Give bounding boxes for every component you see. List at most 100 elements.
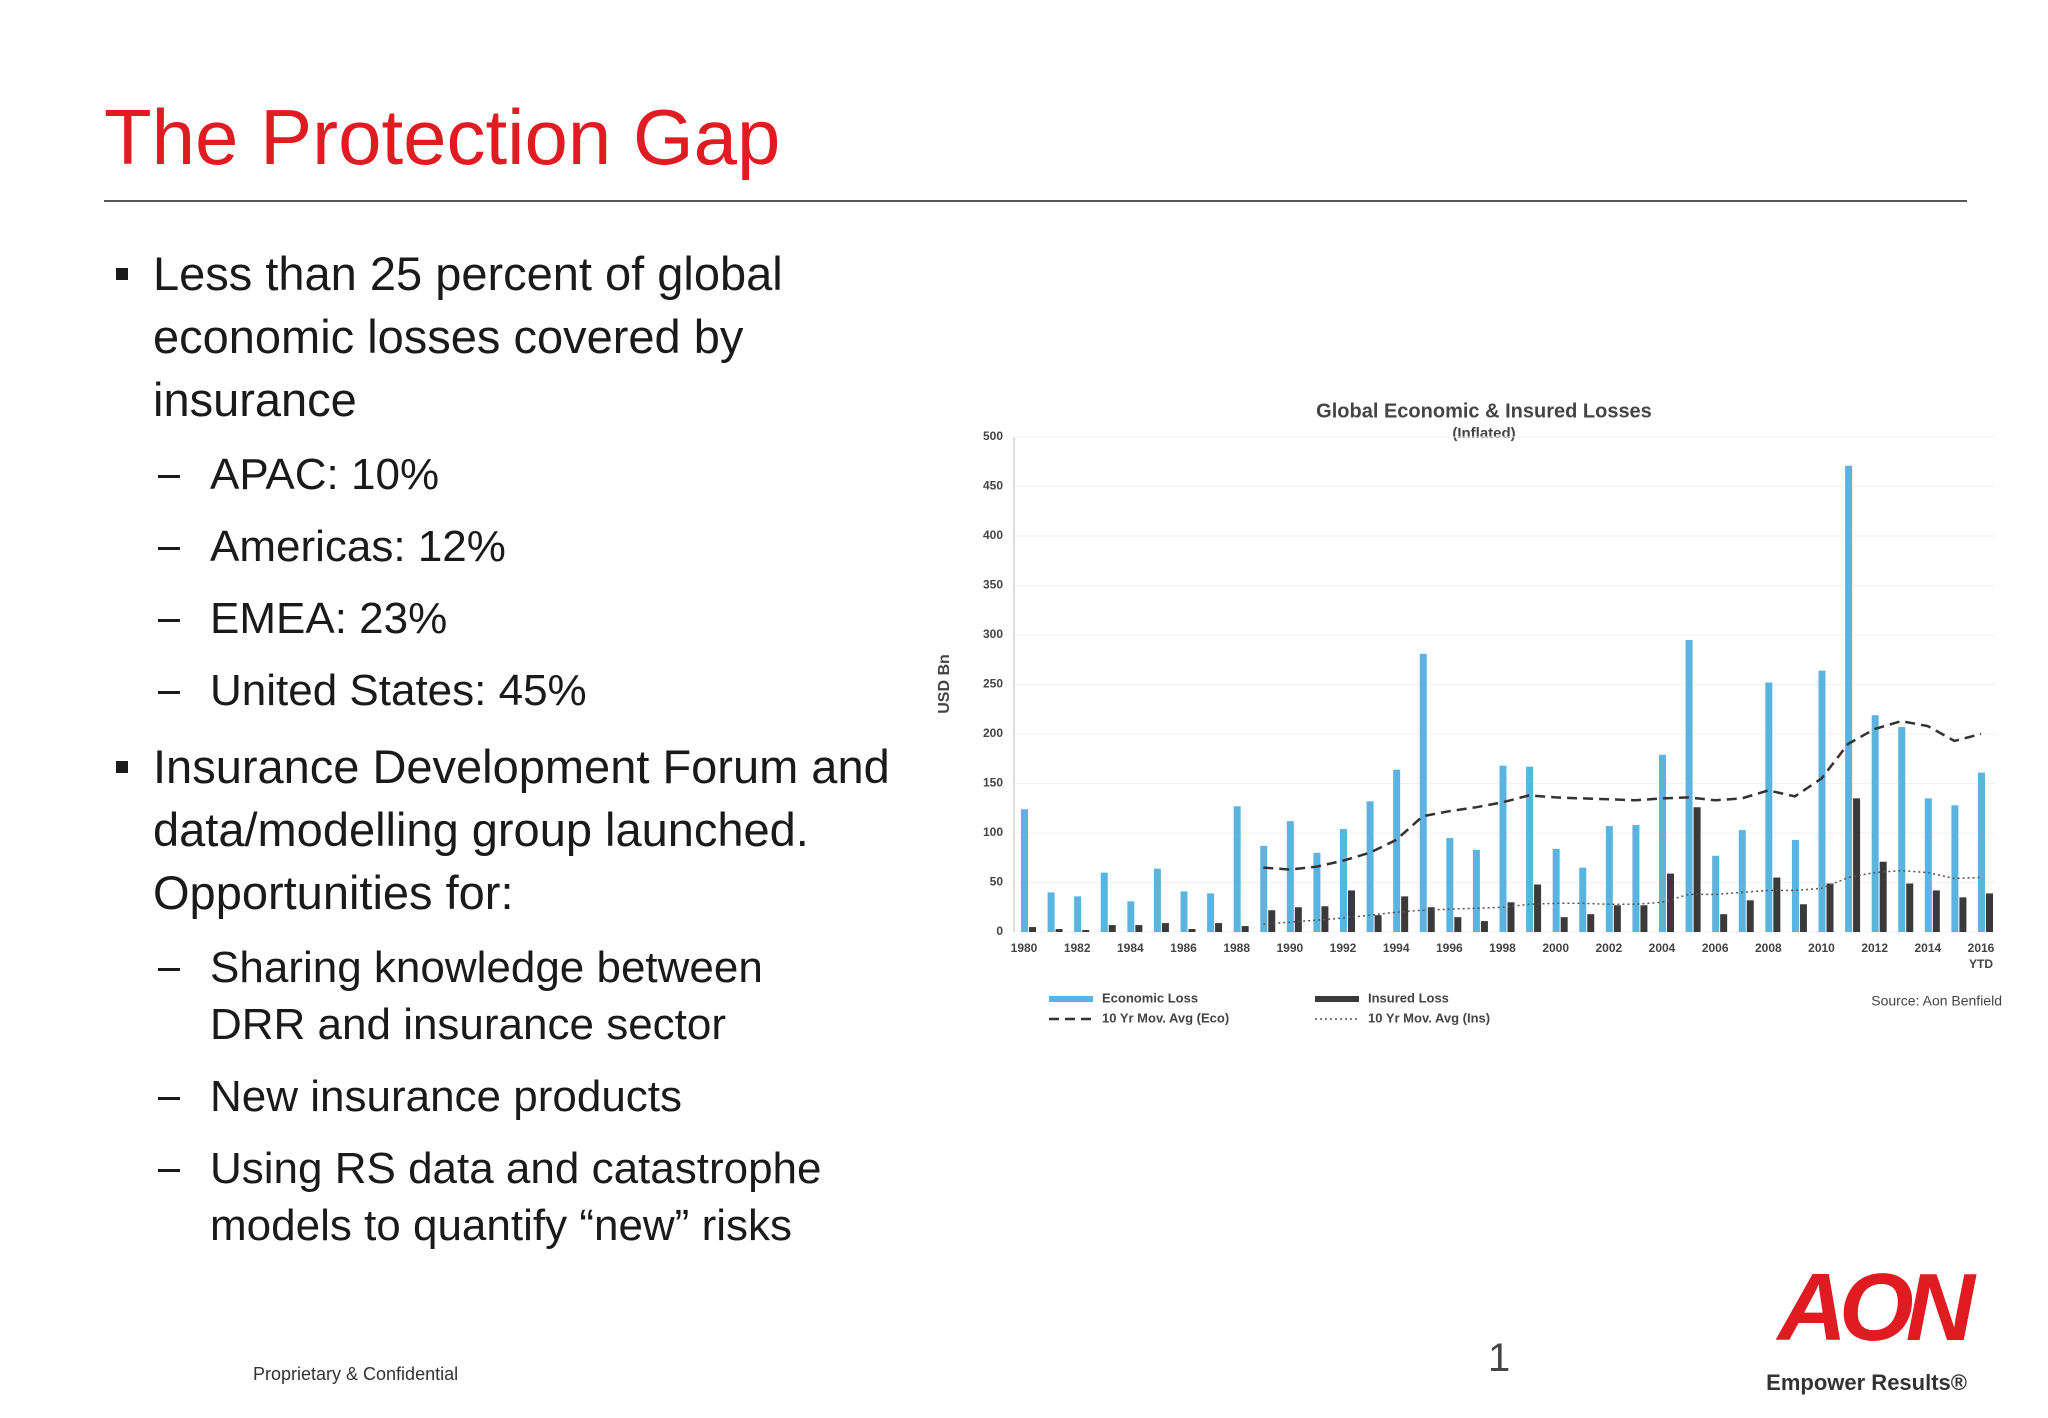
sub-item-text: APAC: 10% — [210, 450, 440, 499]
confidential-note: Proprietary & Confidential — [253, 1364, 459, 1384]
sub-item-marker — [158, 1169, 180, 1172]
sub-item-text: Americas: 12% — [210, 522, 506, 571]
y-tick-label: 0 — [996, 924, 1003, 938]
x-tick-label: 1980 — [1011, 941, 1038, 955]
bar — [1393, 769, 1401, 932]
bar — [1579, 867, 1587, 932]
x-tick-label: 2010 — [1808, 941, 1835, 955]
sub-item: Sharing knowledge between DRR and insura… — [158, 939, 870, 1053]
bar — [1978, 772, 1985, 932]
y-tick-label: 500 — [983, 429, 1003, 443]
bar — [1215, 923, 1223, 932]
x-tick-label: 2012 — [1861, 941, 1888, 955]
y-tick-label: 350 — [983, 578, 1003, 592]
bar — [1826, 883, 1834, 932]
sub-item: Using RS data and catastrophe models to … — [158, 1140, 870, 1254]
bar — [1951, 805, 1959, 932]
bar — [1906, 883, 1914, 932]
y-axis-label: USD Bn — [936, 654, 953, 714]
bar — [1427, 907, 1435, 932]
bar — [1446, 837, 1454, 932]
sub-item: EMEA: 23% — [158, 590, 870, 647]
sub-item-text: Using RS data and catastrophe models to … — [210, 1144, 822, 1250]
sub-item-marker — [158, 475, 180, 478]
sub-item-marker — [158, 547, 180, 550]
bar — [1366, 801, 1374, 932]
bar — [1898, 727, 1906, 932]
sub-item-text: Sharing knowledge between DRR and insura… — [210, 943, 763, 1049]
bar — [1454, 917, 1462, 932]
bar — [1659, 754, 1666, 932]
y-tick-label: 200 — [983, 726, 1003, 740]
bar — [1241, 926, 1249, 932]
legend-label: 10 Yr Mov. Avg (Ins) — [1368, 1010, 1490, 1025]
sub-item: Americas: 12% — [158, 518, 870, 575]
x-tick-label: 1988 — [1223, 941, 1250, 955]
bar — [1082, 930, 1090, 932]
bar — [1871, 715, 1879, 932]
bar — [1233, 806, 1241, 932]
moving-average-line — [1263, 869, 1982, 925]
bar — [1135, 925, 1143, 932]
y-tick-label: 250 — [983, 677, 1003, 691]
bar — [1845, 465, 1853, 932]
bar — [1791, 839, 1799, 932]
bar — [1021, 809, 1028, 932]
bar — [1348, 890, 1355, 932]
bar — [1374, 915, 1382, 932]
legend-swatch — [1315, 996, 1359, 1002]
sub-item: New insurance products — [158, 1068, 870, 1125]
bar — [1879, 861, 1887, 932]
legend-label: Economic Loss — [1102, 990, 1198, 1005]
y-tick-label: 300 — [983, 627, 1003, 641]
x-tick-label: 1992 — [1330, 941, 1357, 955]
x-tick-label: 2002 — [1595, 941, 1622, 955]
sub-item: United States: 45% — [158, 662, 870, 719]
bar — [1268, 910, 1276, 932]
bar — [1693, 807, 1701, 932]
bar — [1188, 929, 1196, 932]
x-tick-label: 1996 — [1436, 941, 1463, 955]
bar — [1765, 682, 1773, 932]
bar — [1526, 766, 1534, 932]
bar — [1712, 855, 1720, 932]
x-tick-label: 2000 — [1542, 941, 1569, 955]
x-tick-label: 2014 — [1914, 941, 1941, 955]
bar — [1127, 901, 1135, 932]
y-tick-label: 50 — [990, 875, 1004, 889]
bar — [1401, 896, 1409, 932]
bar — [1108, 925, 1116, 932]
bullet-text: Insurance Development Forum and data/mod… — [153, 740, 890, 919]
bar — [1605, 826, 1613, 932]
x-tick-label: 1990 — [1276, 941, 1303, 955]
bar — [1613, 905, 1621, 932]
bar — [1738, 830, 1746, 932]
bar — [1959, 897, 1967, 932]
chart-subtitle: (Inflated) — [1452, 425, 1515, 442]
x-tick-label-line: 2016 — [1968, 941, 1995, 955]
bullet-marker — [116, 268, 128, 280]
bar — [1924, 798, 1932, 932]
bar — [1480, 921, 1488, 932]
bar — [1472, 849, 1480, 932]
bar — [1746, 900, 1754, 932]
x-tick-label: 2016 YTD — [1968, 941, 1995, 971]
y-tick-label: 400 — [983, 528, 1003, 542]
bar — [1100, 872, 1108, 932]
x-tick-label: 1984 — [1117, 941, 1144, 955]
bar — [1640, 905, 1648, 932]
bar — [1286, 821, 1294, 932]
bar — [1313, 852, 1321, 932]
x-tick-label: 1986 — [1170, 941, 1197, 955]
title-rule — [104, 200, 1967, 202]
bullet-marker — [116, 761, 128, 773]
chart-title: Global Economic & Insured Losses — [1316, 400, 1652, 422]
bar — [1685, 639, 1693, 932]
bar — [1047, 892, 1055, 932]
bar — [1340, 829, 1347, 932]
bar — [1560, 917, 1568, 932]
sub-item-marker — [158, 619, 180, 622]
y-tick-label: 450 — [983, 479, 1003, 493]
